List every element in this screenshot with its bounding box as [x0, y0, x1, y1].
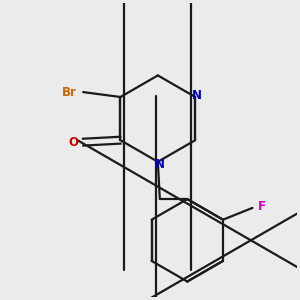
Text: N: N: [155, 158, 165, 171]
Text: F: F: [258, 200, 266, 213]
Text: N: N: [192, 88, 202, 101]
Text: Br: Br: [62, 85, 77, 99]
Text: O: O: [68, 136, 78, 148]
